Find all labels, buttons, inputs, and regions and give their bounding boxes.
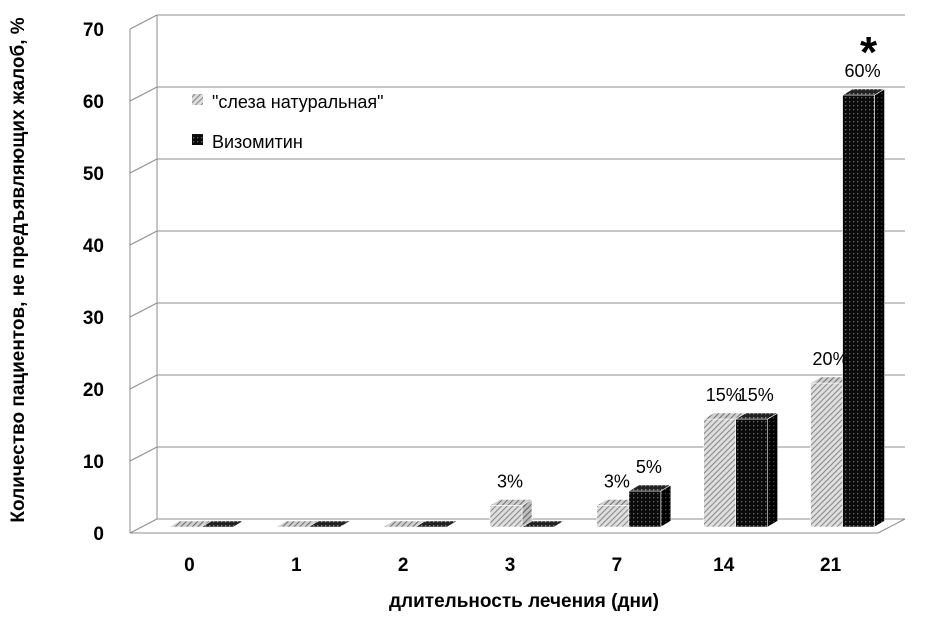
- y-tick-label: 60: [83, 92, 104, 113]
- x-tick-label: 3: [505, 555, 516, 576]
- significance-asterisk: *: [860, 28, 878, 77]
- bar: [200, 520, 245, 528]
- bar: [841, 88, 886, 528]
- y-tick-label: 50: [83, 164, 104, 185]
- data-label: 15%: [738, 385, 774, 405]
- x-axis-title: длительность лечения (дни): [389, 591, 659, 612]
- data-labels: 3% 3% 5% 15%15% 20% 60%: [497, 61, 881, 491]
- data-label: 3%: [497, 471, 523, 491]
- y-tick-labels: 0 10 20 30 40 50 60 70: [83, 20, 104, 545]
- bar: [627, 484, 672, 528]
- y-tick-label: 10: [83, 452, 104, 473]
- y-tick-label: 40: [83, 236, 104, 257]
- legend: "слеза натуральная" Визомитин: [192, 92, 384, 152]
- bars: [168, 88, 886, 528]
- data-label: 5%: [636, 457, 662, 477]
- bar: [414, 520, 459, 528]
- bar: [734, 412, 779, 528]
- data-label: 20%: [813, 349, 849, 369]
- legend-label-series-2: Визомитин: [212, 132, 303, 152]
- legend-label-series-1: "слеза натуральная": [212, 92, 384, 112]
- bar: [307, 520, 352, 528]
- legend-swatch-series-2: [192, 134, 203, 145]
- bar: [488, 498, 534, 528]
- legend-swatch-series-1: [192, 94, 203, 105]
- x-tick-label: 21: [820, 555, 842, 576]
- y-tick-label: 30: [83, 308, 104, 329]
- y-tick-label: 20: [83, 380, 104, 401]
- plot-walls: [129, 15, 906, 534]
- x-tick-labels: 0 1 2 3 7 14 21: [184, 555, 841, 576]
- x-tick-label: 14: [713, 555, 735, 576]
- x-tick-label: 0: [184, 555, 195, 576]
- y-tick-label: 0: [93, 524, 104, 545]
- x-tick-label: 2: [398, 555, 409, 576]
- data-label: 3%: [604, 471, 630, 491]
- data-label: 60%: [845, 61, 881, 81]
- y-tick-label: 70: [83, 20, 104, 41]
- y-axis-title: Количество пациентов, не предъявляющих ж…: [8, 17, 29, 522]
- bar: [520, 520, 566, 528]
- data-label: 15%: [706, 385, 742, 405]
- x-tick-label: 7: [612, 555, 623, 576]
- x-tick-label: 1: [291, 555, 302, 576]
